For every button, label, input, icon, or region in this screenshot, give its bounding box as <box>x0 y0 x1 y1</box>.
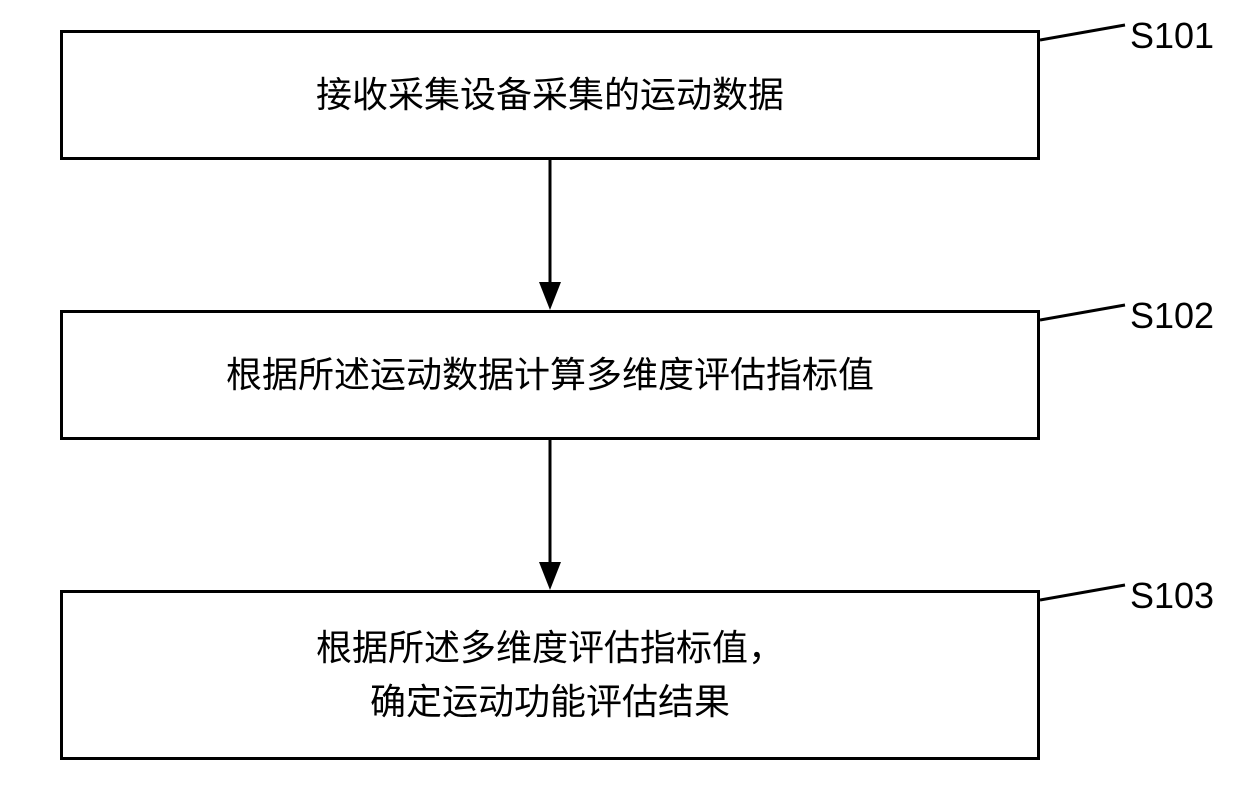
flowchart-node-2: 根据所述运动数据计算多维度评估指标值 <box>60 310 1040 440</box>
connector-line-3 <box>1040 580 1130 605</box>
flowchart-node-1: 接收采集设备采集的运动数据 <box>60 30 1040 160</box>
flowchart-node-3-text: 根据所述多维度评估指标值，确定运动功能评估结果 <box>316 621 784 729</box>
flowchart-label-3: S103 <box>1130 575 1214 617</box>
connector-line-1 <box>1040 20 1130 45</box>
arrow-2-to-3 <box>538 440 562 592</box>
flowchart-node-3: 根据所述多维度评估指标值，确定运动功能评估结果 <box>60 590 1040 760</box>
flowchart-node-2-text: 根据所述运动数据计算多维度评估指标值 <box>226 348 874 402</box>
flowchart-label-2: S102 <box>1130 295 1214 337</box>
flowchart-node-1-text: 接收采集设备采集的运动数据 <box>316 68 784 122</box>
flowchart-container: 接收采集设备采集的运动数据 S101 根据所述运动数据计算多维度评估指标值 S1… <box>0 0 1240 798</box>
connector-line-2 <box>1040 300 1130 325</box>
flowchart-label-1: S101 <box>1130 15 1214 57</box>
arrow-1-to-2 <box>538 160 562 312</box>
